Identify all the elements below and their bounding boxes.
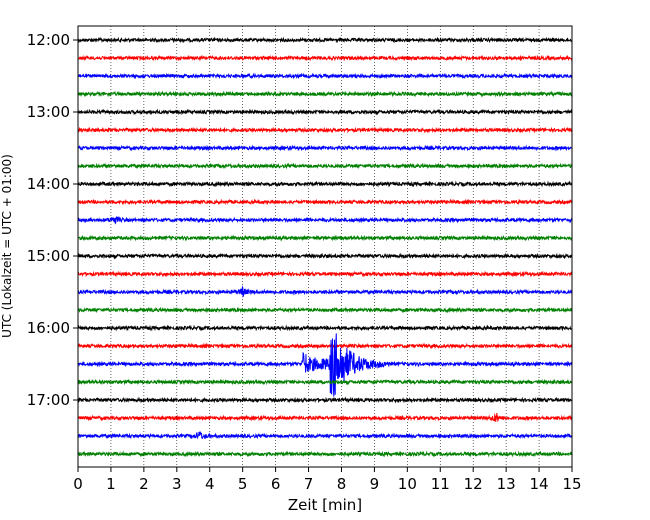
seismogram-trace <box>77 450 573 458</box>
seismogram-trace <box>77 430 573 440</box>
x-tick-label: 3 <box>172 475 182 493</box>
y-tick-label: 17:00 <box>27 391 70 409</box>
x-tick-label: 14 <box>530 475 549 493</box>
seismogram-trace <box>77 324 573 332</box>
x-tick-label: 2 <box>139 475 149 493</box>
y-tick-label: 13:00 <box>27 103 70 121</box>
seismogram-traces <box>77 36 573 458</box>
seismogram-trace <box>77 54 573 62</box>
seismogram-trace <box>77 234 573 242</box>
seismogram-trace <box>77 285 573 298</box>
seismogram-trace <box>77 72 573 80</box>
x-tick-label: 15 <box>562 475 581 493</box>
seismogram-trace <box>77 180 573 188</box>
seismogram-trace <box>77 198 573 206</box>
seismogram-trace <box>77 90 573 98</box>
x-tick-label: 0 <box>73 475 83 493</box>
x-tick-label: 4 <box>205 475 215 493</box>
y-axis-label: UTC (Lokalzeit = UTC + 01:00) <box>0 154 14 338</box>
x-axis-label: Zeit [min] <box>288 496 362 514</box>
seismogram-trace <box>77 413 573 423</box>
seismogram-trace <box>77 378 573 386</box>
seismogram-trace <box>77 342 573 350</box>
seismogram-trace <box>77 270 573 278</box>
x-tick-label: 6 <box>271 475 281 493</box>
seismogram-trace <box>77 126 573 134</box>
x-tick-label: 12 <box>464 475 483 493</box>
y-tick-label: 12:00 <box>27 31 70 49</box>
plot-frame <box>77 25 573 468</box>
seismogram-trace <box>77 252 573 260</box>
seismogram-trace <box>77 306 573 314</box>
seismogram-trace <box>77 216 573 225</box>
x-tick-label: 5 <box>238 475 248 493</box>
x-tick-label: 7 <box>304 475 314 493</box>
x-axis-ticks: 0 1 2 3 4 5 6 7 8 9 10 11 12 13 14 15 <box>73 467 582 493</box>
seismogram-trace <box>77 36 573 44</box>
seismogram-trace <box>77 333 573 397</box>
x-tick-label: 8 <box>337 475 347 493</box>
x-tick-label: 13 <box>497 475 516 493</box>
seismogram-trace <box>77 396 573 404</box>
x-tick-label: 1 <box>106 475 116 493</box>
seismogram-trace <box>77 162 573 170</box>
seismogram-trace <box>77 144 573 152</box>
seismogram-trace <box>77 108 573 116</box>
y-tick-label: 16:00 <box>27 319 70 337</box>
x-tick-label: 11 <box>431 475 450 493</box>
y-tick-label: 14:00 <box>27 175 70 193</box>
y-tick-label: 15:00 <box>27 247 70 265</box>
x-tick-label: 9 <box>370 475 380 493</box>
x-tick-label: 10 <box>398 475 417 493</box>
y-axis-ticks: 12:00 13:00 14:00 15:00 16:00 17:00 <box>27 31 78 409</box>
